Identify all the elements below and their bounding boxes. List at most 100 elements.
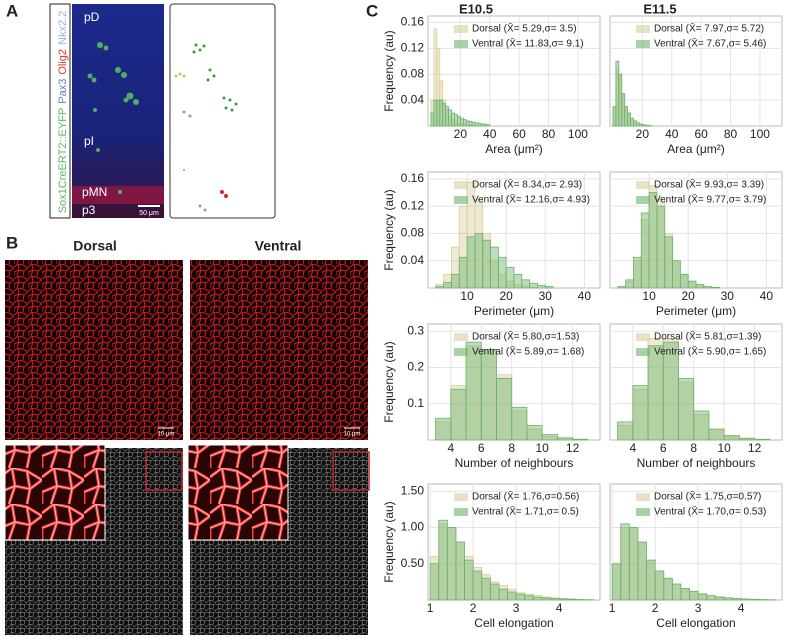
x-tick-label: 4 (738, 601, 745, 615)
histogram-bar (438, 519, 448, 601)
histogram-bar (466, 236, 476, 289)
x-tick-label: 20 (636, 127, 650, 141)
histogram-bar (448, 109, 452, 127)
histogram-bar (481, 577, 491, 601)
legend-label: Ventral (X̄= 9.77,σ= 3.79) (654, 193, 766, 206)
histogram-bar (708, 428, 725, 441)
histogram-bar (498, 588, 508, 601)
histogram-bar (647, 345, 664, 441)
legend-swatch (454, 333, 468, 341)
scale-label: 10 μm (158, 432, 175, 438)
legend-swatch (636, 181, 650, 189)
column-title: E11.5 (643, 1, 676, 16)
histogram-bar (672, 260, 681, 289)
plot-area (427, 15, 601, 127)
legend-swatch (636, 333, 650, 341)
x-tick-label: 2 (652, 601, 659, 615)
histogram-bar (436, 99, 441, 127)
histogram-bar (738, 437, 756, 441)
histogram-bar (633, 120, 637, 127)
histogram-bar (633, 256, 642, 289)
histogram-bar (490, 246, 499, 289)
y-tick-label: 0.04 (401, 253, 425, 267)
channel-label: Sox1CreERT2::EYFP Pax3 Olig2 Nkx2.2 (57, 11, 69, 214)
histogram-bar (454, 113, 458, 127)
column-title: E10.5 (459, 1, 493, 16)
histogram-bar (689, 590, 699, 601)
y-tick-label: 0.12 (401, 198, 425, 212)
histogram-bar (477, 123, 482, 127)
region-label: pD (84, 10, 100, 24)
histogram-bar (505, 267, 515, 289)
histogram-bar (486, 124, 491, 127)
histogram-bar (656, 205, 666, 289)
histogram-bar (639, 123, 643, 127)
y-tick-label: 0.16 (401, 15, 425, 29)
x-tick-label: 3 (513, 601, 520, 615)
plot-area (609, 15, 783, 127)
x-tick-label: 2 (470, 601, 477, 615)
panel-label: A (6, 1, 18, 20)
histogram-bar (451, 273, 460, 289)
histogram-bar (693, 410, 710, 441)
histogram-bar (749, 598, 759, 601)
red-band (72, 186, 164, 204)
x-tick-label: 20 (454, 127, 468, 141)
histogram-bar (740, 598, 751, 601)
x-tick-label: 80 (724, 127, 738, 141)
histogram-bar (732, 598, 742, 601)
x-tick-label: 40 (760, 289, 774, 303)
histogram-bar (526, 425, 543, 441)
scale-label: 10 μm (344, 432, 361, 438)
histogram-bar (625, 279, 634, 289)
legend-swatch (636, 493, 650, 501)
legend-swatch (454, 40, 468, 48)
histogram-bar (468, 121, 473, 127)
histogram-bar (754, 438, 771, 441)
y-axis-label: Frequency (au) (382, 501, 396, 582)
y-axis-label: Frequency (au) (382, 341, 396, 422)
tracked-cells (174, 43, 238, 212)
panel-label: C (366, 1, 378, 20)
x-tick-label: 20 (682, 289, 696, 303)
histogram-bar (433, 99, 438, 127)
histogram-bar (496, 377, 513, 441)
histogram-bar (464, 559, 474, 601)
x-axis-label: Cell elongation (474, 616, 553, 630)
histogram-bar (637, 541, 647, 601)
histogram-bar (706, 595, 716, 601)
tracking-panel (169, 3, 276, 219)
histogram-bar (472, 570, 483, 601)
cell-cluster (87, 42, 139, 194)
histogram-bar (524, 595, 534, 601)
legend-swatch (636, 508, 650, 516)
histogram-bar (627, 112, 631, 127)
x-tick-label: 30 (539, 289, 553, 303)
channel-name: Nkx2.2 (57, 11, 69, 45)
x-tick-label: 60 (512, 127, 526, 141)
histogram-bar (513, 273, 523, 289)
y-tick-label: 0.04 (401, 92, 425, 106)
histogram-bar (703, 286, 713, 289)
channel-box (49, 3, 71, 219)
channel-name: Olig2 (57, 49, 69, 75)
histogram-bar (489, 583, 500, 601)
y-axis-label: Frequency (au) (382, 30, 396, 111)
histogram-bar (435, 286, 445, 289)
histogram-bar (615, 60, 620, 127)
x-axis-label: Perimeter (μm) (474, 304, 554, 318)
histogram-bar (458, 256, 468, 289)
histogram-bar (611, 563, 622, 601)
histogram-bar (483, 123, 488, 127)
histogram-bar (474, 233, 484, 289)
panel-label: B (6, 233, 18, 252)
legend-label: Ventral (X̄= 1.70,σ= 0.53) (654, 505, 766, 518)
x-axis-label: Number of neighbours (637, 456, 756, 470)
panel-title: Ventral (255, 238, 302, 254)
plot-area (427, 323, 601, 441)
histogram-bar (632, 385, 649, 441)
histogram-bar (628, 527, 639, 601)
histogram-bar (529, 282, 538, 289)
x-tick-label: 12 (566, 441, 580, 455)
